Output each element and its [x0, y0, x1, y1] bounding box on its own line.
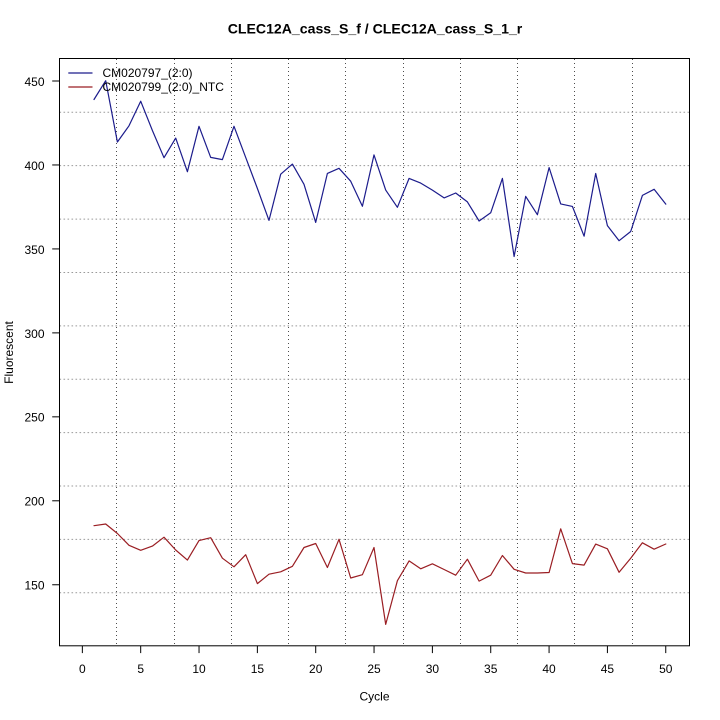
svg-text:15: 15: [251, 662, 265, 676]
svg-text:40: 40: [542, 662, 556, 676]
svg-text:20: 20: [309, 662, 323, 676]
svg-text:5: 5: [137, 662, 144, 676]
svg-text:35: 35: [484, 662, 498, 676]
svg-text:150: 150: [24, 579, 44, 593]
svg-text:350: 350: [24, 243, 44, 257]
svg-text:200: 200: [24, 495, 44, 509]
svg-text:250: 250: [24, 411, 44, 425]
svg-text:25: 25: [367, 662, 381, 676]
svg-text:Fluorescent: Fluorescent: [2, 320, 16, 383]
svg-text:50: 50: [659, 662, 673, 676]
svg-text:CLEC12A_cass_S_f / CLEC12A_cas: CLEC12A_cass_S_f / CLEC12A_cass_S_1_r: [228, 20, 523, 36]
svg-text:30: 30: [426, 662, 440, 676]
svg-text:CM020799_(2:0)_NTC: CM020799_(2:0)_NTC: [103, 80, 225, 94]
svg-text:10: 10: [192, 662, 206, 676]
svg-text:CM020797_(2:0): CM020797_(2:0): [103, 66, 193, 80]
svg-text:45: 45: [601, 662, 615, 676]
svg-text:400: 400: [24, 159, 44, 173]
svg-text:300: 300: [24, 327, 44, 341]
svg-text:Cycle: Cycle: [359, 690, 389, 704]
svg-text:0: 0: [79, 662, 86, 676]
svg-text:450: 450: [24, 75, 44, 89]
